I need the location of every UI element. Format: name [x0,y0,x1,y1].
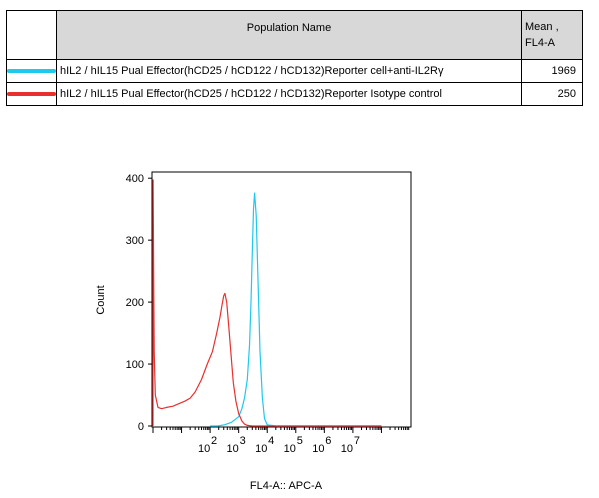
plot-frame [151,171,412,428]
y-tick-label: 200 [126,297,144,309]
y-tick-label: 300 [126,235,144,247]
legend-line-swatch-red [7,92,56,96]
legend-row-mean: 250 [521,82,583,106]
y-axis: 0 100 200 300 400 [126,173,152,433]
legend-row-label: hIL2 / hIL15 Pual Effector(hCD25 / hCD12… [56,59,522,83]
x-tick-label-base: 10 [227,443,239,455]
y-tick-label: 100 [126,359,144,371]
series-line-red [152,179,382,427]
x-tick-label-exponent: 2 [211,435,217,447]
legend-swatch-cell [6,59,57,83]
x-tick-label-base: 10 [198,443,210,455]
x-tick-label-exponent: 6 [325,435,331,447]
x-tick-label-exponent: 7 [354,435,360,447]
x-tick-label-base: 10 [312,443,324,455]
y-axis-label: Count [95,285,107,314]
legend-row: hIL2 / hIL15 Pual Effector(hCD25 / hCD12… [6,59,583,83]
x-tick-label-exponent: 4 [268,435,274,447]
legend-header-blank [6,10,57,60]
x-axis-label: FL4-A:: APC-A [250,480,323,492]
y-tick-label: 400 [126,173,144,185]
legend-header-population: Population Name [56,10,522,60]
population-name-header: Population Name [246,22,332,34]
legend-row: hIL2 / hIL15 Pual Effector(hCD25 / hCD12… [6,82,583,106]
x-tick-label-exponent: 3 [240,435,246,447]
legend-row-label: hIL2 / hIL15 Pual Effector(hCD25 / hCD12… [56,82,522,106]
x-tick-label-base: 10 [284,443,296,455]
legend-header-mean: Mean , FL4-A [521,10,583,60]
series-line-blue [210,192,382,427]
x-tick-label-exponent: 5 [297,435,303,447]
legend-swatch-cell [6,82,57,106]
x-tick-label-base: 10 [255,443,267,455]
legend-line-swatch-blue [7,69,56,73]
legend-row-mean: 1969 [521,59,583,83]
y-tick-label: 0 [138,421,144,433]
x-tick-label-base: 10 [341,443,353,455]
legend-table: Population Name Mean , FL4-A hIL2 / hIL1… [6,10,583,106]
mean-header: Mean , FL4-A [525,21,559,49]
series-group [152,179,382,427]
